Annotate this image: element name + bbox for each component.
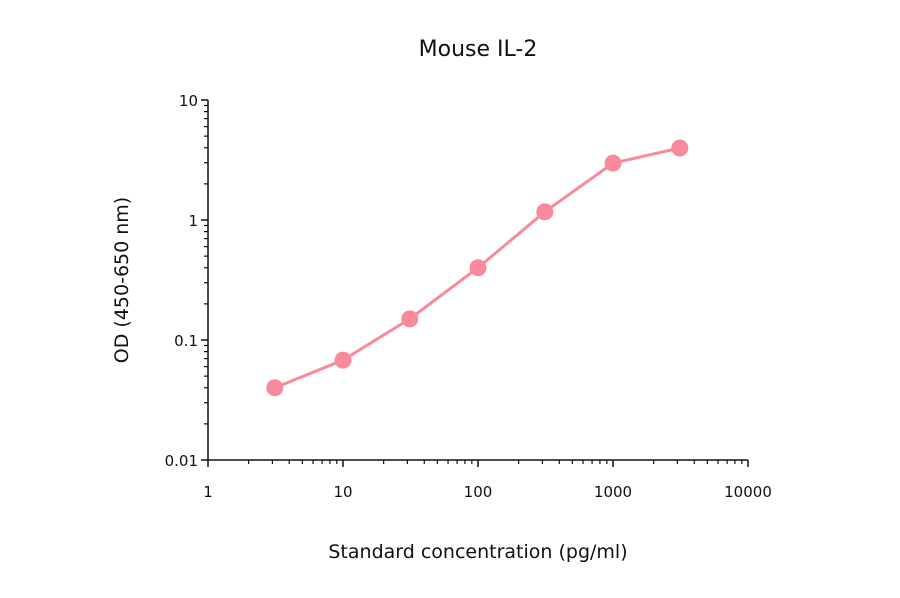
x-tick-label: 10 [333, 483, 352, 501]
data-point [469, 259, 487, 277]
x-tick-label: 100 [464, 483, 493, 501]
y-axis-label: OD (450-650 nm) [111, 197, 133, 363]
data-point [604, 154, 622, 172]
x-tick-label: 1000 [594, 483, 632, 501]
y-tick-label: 1 [188, 212, 198, 230]
y-tick-label: 10 [179, 92, 198, 110]
data-point [401, 310, 419, 328]
x-axis-label: Standard concentration (pg/ml) [328, 541, 627, 563]
data-point [671, 139, 689, 157]
data-point [266, 379, 284, 397]
y-tick-label: 0.01 [165, 452, 198, 470]
axes: 1 10 100 1000 10000 0.01 0.1 1 10 [165, 92, 772, 501]
chart-title: Mouse IL-2 [419, 37, 538, 62]
x-tick-label: 1 [203, 483, 213, 501]
series [266, 139, 689, 397]
data-point [536, 203, 554, 221]
x-tick-label: 10000 [724, 483, 772, 501]
y-tick-label: 0.1 [174, 332, 198, 350]
data-point [334, 351, 352, 369]
